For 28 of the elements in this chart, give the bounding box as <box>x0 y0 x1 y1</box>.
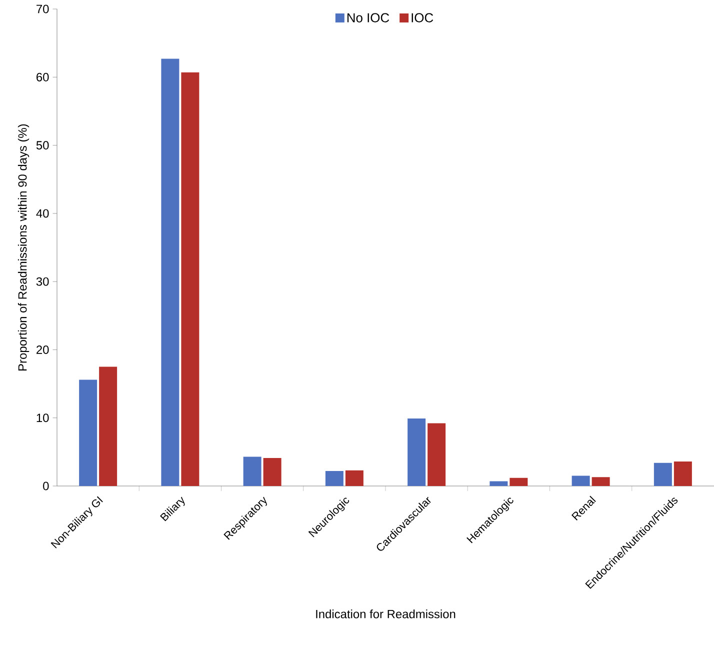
bar <box>79 380 98 486</box>
bar <box>572 476 590 486</box>
y-tick-label: 20 <box>36 345 49 354</box>
bar <box>592 477 610 486</box>
bar <box>408 418 426 486</box>
bar <box>243 456 262 486</box>
bar <box>654 462 672 486</box>
bar <box>263 458 282 486</box>
y-tick-label: 60 <box>36 72 49 82</box>
bar <box>428 423 446 486</box>
legend-label: No IOC <box>347 13 390 22</box>
x-axis-title: Indication for Readmission <box>316 610 456 618</box>
bar <box>325 471 344 486</box>
bar <box>674 461 692 486</box>
bar <box>510 478 528 486</box>
legend-label: IOC <box>412 13 434 22</box>
y-tick-label: 70 <box>36 4 49 14</box>
bar <box>161 58 180 486</box>
bar <box>345 470 364 486</box>
bar <box>490 481 508 486</box>
bar <box>181 72 200 486</box>
y-axis-title: Proportion of Readmissions within 90 days (%) <box>18 124 30 370</box>
y-tick-label: 10 <box>36 414 49 422</box>
y-tick-label: 50 <box>36 141 49 150</box>
y-tick-label: 0 <box>43 482 49 490</box>
bar <box>99 366 118 486</box>
y-tick-label: 30 <box>36 277 49 286</box>
y-tick-label: 40 <box>36 209 49 218</box>
